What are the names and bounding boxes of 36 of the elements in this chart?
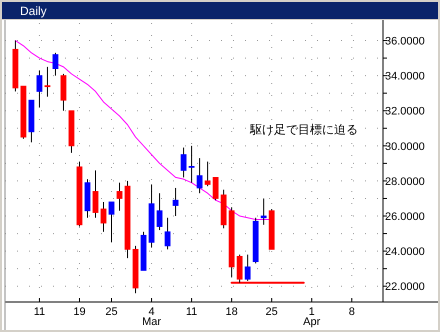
- y-tick-label: 30.0000: [385, 140, 425, 153]
- y-tick-label: 24.0000: [385, 246, 425, 258]
- chart-title: Daily: [20, 4, 47, 18]
- candlestick: [196, 158, 203, 194]
- y-tick-label: 34.0000: [385, 70, 425, 83]
- x-tick-label: 8: [348, 306, 355, 318]
- x-tick-label: 4 Mar: [142, 306, 162, 328]
- candlestick: [212, 176, 219, 201]
- y-tick-label: 36.0000: [385, 36, 425, 48]
- candlestick: [156, 192, 162, 231]
- candlestick: [244, 254, 251, 282]
- candlestick: [92, 170, 98, 218]
- candlestick: [188, 145, 194, 184]
- y-tick-label: 22.0000: [385, 281, 425, 294]
- y-tick-label: 26.0000: [385, 211, 425, 224]
- x-tick-label: 18: [226, 306, 238, 318]
- candlestick: [180, 147, 186, 178]
- candlestick: [44, 66, 50, 98]
- y-tick-label: 32.0000: [385, 106, 425, 118]
- annotation: 駆け足で目標に迫る: [249, 122, 358, 136]
- candlestick: [204, 161, 211, 187]
- x-tick-label: 11: [34, 306, 46, 318]
- candlestick: [172, 187, 178, 217]
- y-tick-label: 28.0000: [385, 176, 425, 188]
- candlestick: [36, 70, 42, 108]
- candlestick: [116, 182, 122, 212]
- candlestick: [260, 198, 267, 226]
- candlestick: [164, 217, 170, 250]
- candlestick: [100, 201, 106, 232]
- x-tick-label: 19: [73, 306, 86, 318]
- x-tick-label: 1 Apr: [303, 306, 321, 328]
- candlestick: [108, 201, 114, 243]
- x-tick-label: 11: [186, 306, 198, 318]
- candlestick: [52, 52, 58, 76]
- x-tick-label: 25: [105, 306, 118, 318]
- x-tick-label: 25: [266, 306, 278, 318]
